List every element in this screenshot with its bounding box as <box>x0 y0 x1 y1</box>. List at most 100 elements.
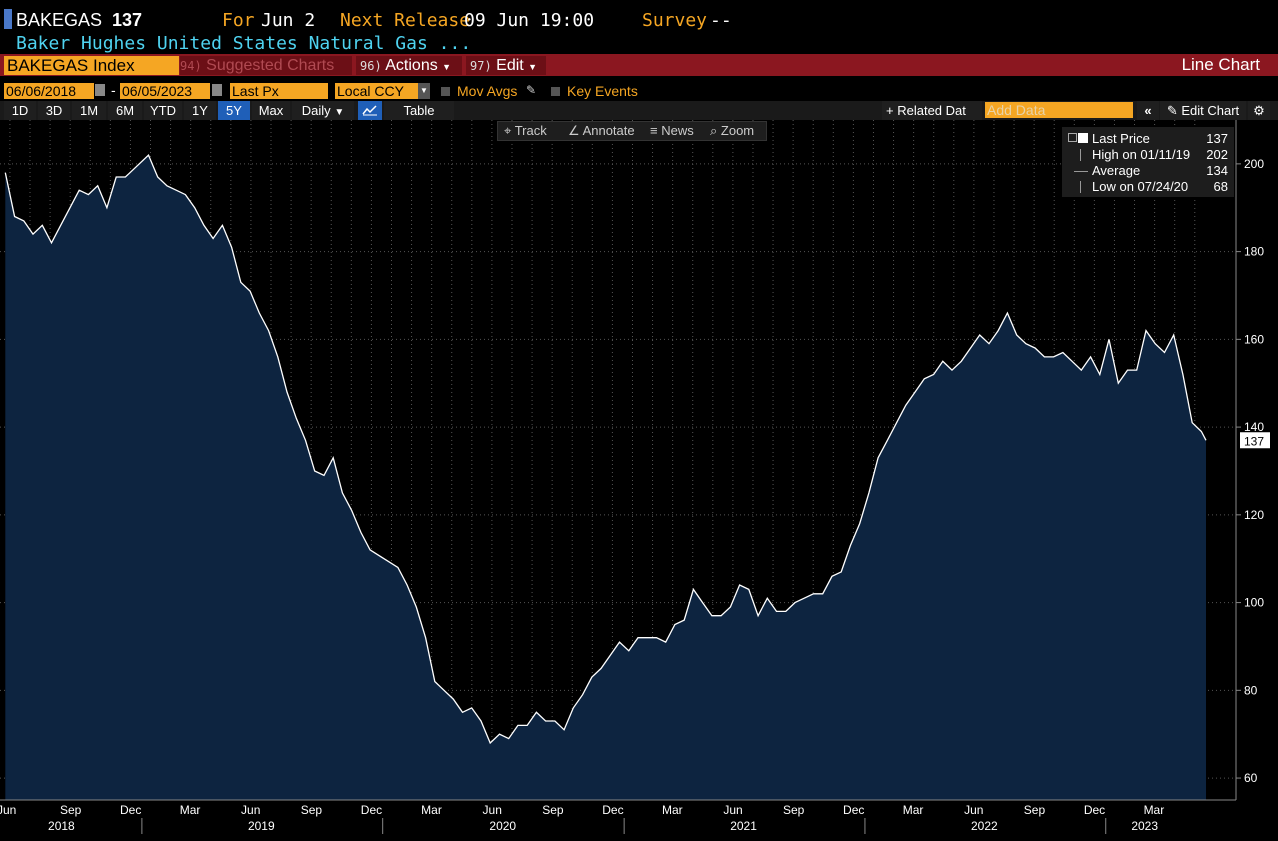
x-tick-label: Jun <box>964 803 983 817</box>
gear-icon[interactable]: ⚙ <box>1248 101 1270 120</box>
last-price-swatch <box>1078 133 1088 143</box>
low-marker-icon <box>1080 181 1081 193</box>
pencil-icon: ✎ <box>1166 103 1178 118</box>
edit-num: 97) <box>470 59 492 73</box>
price-field-select[interactable]: Last Px <box>230 83 328 99</box>
price: 137 <box>112 10 143 30</box>
x-tick-label: Jun <box>723 803 742 817</box>
next-release-value: 09 Jun 19:00 <box>464 10 595 31</box>
security-field[interactable]: BAKEGAS Index <box>4 56 179 75</box>
legend-high-label: High on 01/11/19 <box>1092 147 1191 162</box>
y-tick-label: 60 <box>1244 771 1258 785</box>
related-data-button[interactable]: + Related Dat <box>882 101 982 120</box>
y-tick-label: 80 <box>1244 683 1258 697</box>
x-tick-label: Jun <box>0 803 16 817</box>
start-date-input[interactable]: 06/06/2018 <box>4 83 94 99</box>
news-label: News <box>661 123 694 138</box>
key-events-checkbox[interactable] <box>551 87 560 96</box>
area-fill <box>5 155 1207 801</box>
x-tick-label: Dec <box>120 803 141 817</box>
frequency-label: Daily <box>301 103 331 118</box>
period-3d[interactable]: 3D <box>38 101 70 120</box>
legend-toggle-icon[interactable] <box>1068 133 1077 142</box>
for-date: Jun 2 <box>261 10 316 31</box>
y-tick-label: 140 <box>1244 420 1264 434</box>
x-tick-label: Dec <box>843 803 864 817</box>
legend-low-label: Low on 07/24/20 <box>1092 179 1189 194</box>
x-year-label: 2022 <box>971 819 998 833</box>
chevron-down-icon: ▼ <box>442 62 452 72</box>
crosshair-icon: ⌖ <box>504 123 512 138</box>
zoom-tool[interactable]: ⌕ Zoom <box>710 123 754 139</box>
last-value-label: 137 <box>1244 434 1264 448</box>
legend-average-label: Average <box>1092 163 1141 178</box>
period-ytd[interactable]: YTD <box>144 101 182 120</box>
survey-label: Survey <box>642 10 708 31</box>
period-6m[interactable]: 6M <box>108 101 142 120</box>
annotate-tool[interactable]: ∠ Annotate <box>568 123 635 139</box>
period-max[interactable]: Max <box>252 101 290 120</box>
calendar-icon[interactable] <box>95 84 105 96</box>
zoom-icon: ⌕ <box>710 123 718 138</box>
y-tick-label: 160 <box>1244 332 1264 346</box>
zoom-label: Zoom <box>720 123 755 138</box>
add-data-input[interactable]: Add Data <box>985 102 1133 118</box>
calendar-icon[interactable] <box>212 84 222 96</box>
ticker[interactable]: BAKEGAS <box>16 10 103 30</box>
command-bar: BAKEGAS Index 94) Suggested Charts 96) A… <box>0 54 1278 76</box>
period-5y[interactable]: 5Y <box>218 101 250 120</box>
chart-tools: ⌖ Track ∠ Annotate ≡ News ⌕ Zoom <box>497 121 767 141</box>
high-marker-icon <box>1080 149 1081 161</box>
mov-avgs-label[interactable]: Mov Avgs <box>457 83 518 99</box>
track-tool[interactable]: ⌖ Track <box>504 123 547 139</box>
last-value-box <box>1240 432 1270 449</box>
chart-type-label[interactable]: Line Chart <box>1181 55 1260 74</box>
series-line <box>4 153 1207 745</box>
x-tick-label: Jun <box>241 803 260 817</box>
mov-avgs-checkbox[interactable] <box>441 87 450 96</box>
edit-chart-label: Edit Chart <box>1181 103 1240 118</box>
key-events-label[interactable]: Key Events <box>567 83 638 99</box>
collapse-icon[interactable]: « <box>1137 101 1159 120</box>
for-label: For <box>222 10 255 31</box>
period-1m[interactable]: 1M <box>72 101 106 120</box>
edit-button[interactable]: 97) Edit ▼ <box>466 56 546 75</box>
actions-button[interactable]: 96) Actions ▼ <box>356 56 462 75</box>
period-toolbar: 1D 3D 1M 6M YTD 1Y 5Y Max Daily ▼ Table … <box>0 101 1278 120</box>
average-marker-icon <box>1074 171 1088 172</box>
x-tick-label: Sep <box>1024 803 1046 817</box>
legend-last-price-label: Last Price <box>1092 131 1150 146</box>
legend-last-price: 137 <box>1206 131 1228 146</box>
related-data-label: Related Dat <box>897 103 966 118</box>
suggested-label: Suggested Charts <box>206 57 335 74</box>
pencil-icon[interactable]: ✎ <box>526 83 537 97</box>
x-tick-label: Dec <box>602 803 623 817</box>
x-tick-label: Dec <box>361 803 382 817</box>
frequency-select[interactable]: Daily ▼ <box>292 101 354 120</box>
x-year-label: 2018 <box>48 819 75 833</box>
line-chart-icon[interactable] <box>358 101 382 120</box>
x-year-label: 2019 <box>248 819 275 833</box>
period-1d[interactable]: 1D <box>4 101 36 120</box>
table-button[interactable]: Table <box>384 101 454 120</box>
next-release-label: Next Release <box>340 10 471 31</box>
y-tick-label: 200 <box>1244 157 1264 171</box>
y-tick-label: 100 <box>1244 596 1264 610</box>
suggested-charts-button[interactable]: 94) Suggested Charts <box>180 56 352 75</box>
x-tick-label: Dec <box>1084 803 1105 817</box>
legend-high: 202 <box>1206 147 1228 162</box>
x-tick-label: Sep <box>301 803 323 817</box>
end-date-input[interactable]: 06/05/2023 <box>120 83 210 99</box>
track-label: Track <box>514 123 547 138</box>
edit-chart-button[interactable]: ✎ Edit Chart <box>1160 101 1246 120</box>
legend-panel: Last Price 137 High on 01/11/19 202 Aver… <box>1062 127 1234 197</box>
currency-select[interactable]: Local CCY <box>335 83 419 99</box>
actions-num: 96) <box>360 59 382 73</box>
chevron-down-icon[interactable]: ▼ <box>418 83 430 99</box>
chevron-down-icon: ▼ <box>334 107 345 118</box>
news-tool[interactable]: ≡ News <box>650 123 694 138</box>
chart-area[interactable]: 60 80 100 120 140 160 180 200 137 Jun Sep Dec Mar Jun… <box>0 120 1278 841</box>
period-1y[interactable]: 1Y <box>184 101 216 120</box>
survey-value: -- <box>710 10 732 31</box>
security-description: Baker Hughes United States Natural Gas .… <box>16 33 472 54</box>
